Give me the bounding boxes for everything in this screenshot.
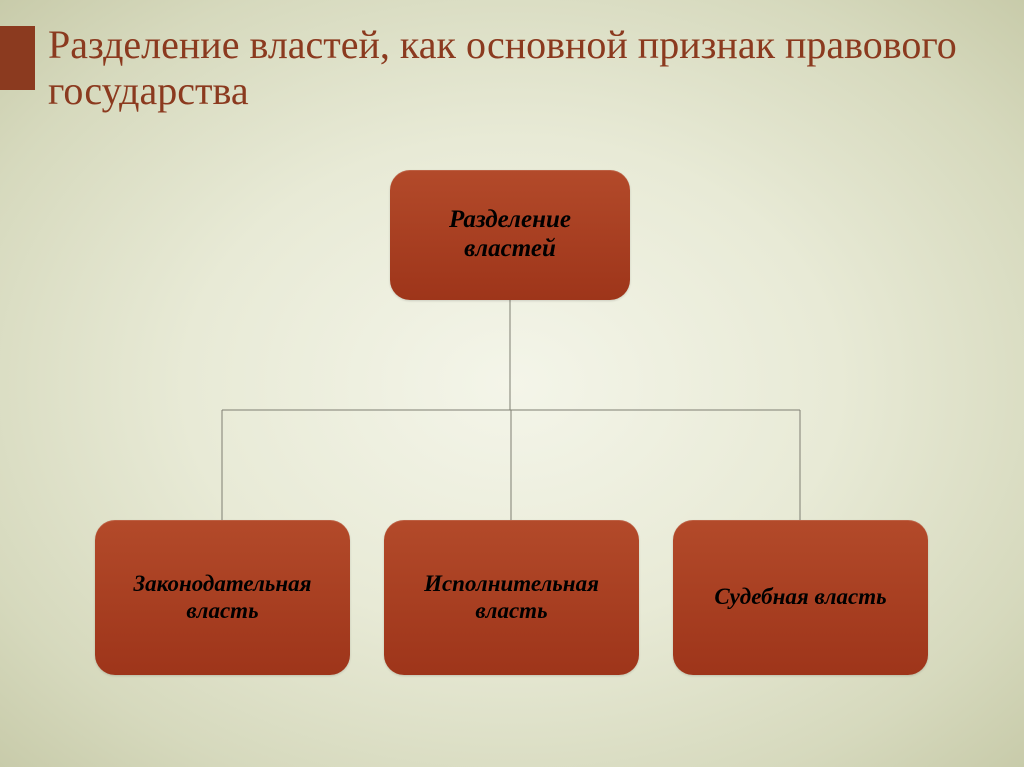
child-label: Законодательная власть — [107, 571, 338, 624]
child-node-executive: Исполнительная власть — [384, 520, 639, 675]
slide-title: Разделение властей, как основной признак… — [48, 22, 1024, 114]
root-node: Разделение властей — [390, 170, 630, 300]
child-node-legislative: Законодательная власть — [95, 520, 350, 675]
hierarchy-diagram: Разделение властей Законодательная власт… — [0, 170, 1024, 727]
child-label: Судебная власть — [714, 584, 886, 610]
child-label: Исполнительная власть — [396, 571, 627, 624]
root-label: Разделение властей — [402, 206, 618, 264]
accent-bar — [0, 26, 35, 90]
child-node-judicial: Судебная власть — [673, 520, 928, 675]
